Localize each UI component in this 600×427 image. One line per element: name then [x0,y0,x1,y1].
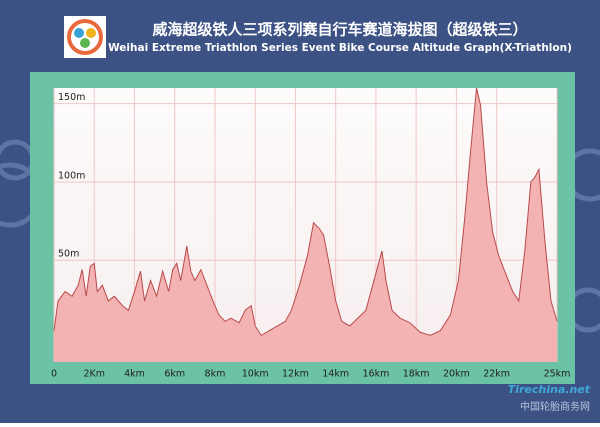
watermark-name: 中国轮胎商务网 [520,400,590,413]
x-tick-label: 14km [322,369,349,380]
area [54,88,557,362]
x-tick-label: 25km [544,369,571,380]
x-tick-label: 2Km [83,369,105,380]
x-tick-label: 20km [443,369,470,380]
y-tick-label: 50m [58,249,79,260]
x-tick-label: 18km [403,369,430,380]
chart-subtitle: Weihai Extreme Triathlon Series Event Bi… [108,42,572,54]
logo [64,16,106,58]
watermark-site: Tirechina.net [508,383,591,396]
y-tick-label: 100m [58,170,85,181]
y-tick-label: 150m [58,92,85,103]
line [53,87,558,337]
x-tick-label: 6km [164,369,185,380]
x-tick-label: 22km [483,369,510,380]
x-tick-label: 10km [242,369,269,380]
x-tick-label: 16km [362,369,389,380]
x-tick-label: 12km [282,369,309,380]
x-tick-label: 8km [205,369,226,380]
x-tick-label: 4km [124,369,145,380]
chart-title: 威海超级铁人三项系列赛自行车赛道海拔图（超级铁三） [152,21,527,39]
x-tick-label: 0 [51,369,57,380]
